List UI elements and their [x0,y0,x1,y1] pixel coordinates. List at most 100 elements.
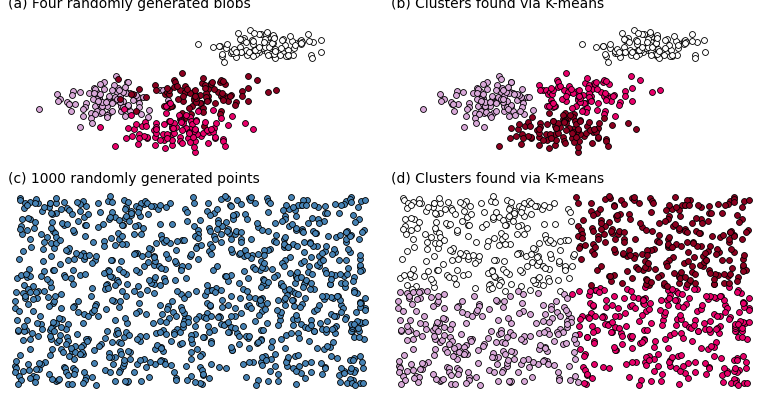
Point [88,307,100,314]
Point [219,321,231,328]
Point [176,110,188,116]
Point [695,204,707,210]
Point [27,372,39,379]
Point [646,44,659,50]
Point [411,225,423,231]
Point [626,359,638,366]
Point [266,338,278,345]
Point [74,208,86,214]
Point [501,196,513,203]
Point [565,218,577,224]
Point [593,120,605,127]
Point [522,356,534,363]
Point [533,142,545,148]
Point [334,232,346,239]
Point [109,214,121,220]
Point [469,260,481,266]
Point [167,328,180,335]
Point [436,337,448,344]
Point [284,33,296,39]
Point [725,245,737,252]
Point [109,143,121,149]
Point [460,113,472,119]
Point [505,378,517,384]
Point [299,279,312,285]
Point [120,135,132,141]
Point [425,294,437,300]
Point [327,294,339,301]
Point [257,44,269,51]
Point [565,262,578,269]
Point [586,85,598,92]
Point [278,235,290,242]
Point [220,219,232,226]
Point [626,274,638,281]
Point [544,89,556,96]
Point [255,258,267,264]
Point [484,328,497,334]
Point [558,118,571,125]
Point [338,272,350,279]
Point [496,369,508,376]
Point [47,211,59,218]
Point [743,318,755,325]
Point [393,358,406,364]
Point [161,303,173,309]
Point [189,93,201,100]
Point [478,209,490,215]
Point [186,340,199,346]
Point [242,274,254,281]
Point [131,267,143,273]
Point [510,90,523,97]
Point [602,93,614,100]
Point [471,85,483,91]
Point [637,49,649,55]
Point [495,279,507,285]
Point [344,357,356,364]
Point [649,39,661,46]
Point [286,38,299,44]
Point [567,253,579,260]
Point [416,365,429,372]
Point [574,99,586,105]
Point [453,367,465,373]
Point [554,247,566,253]
Point [681,249,694,256]
Point [737,262,749,268]
Point [642,265,654,271]
Point [98,86,110,92]
Point [258,260,270,266]
Point [609,50,621,56]
Point [652,46,664,52]
Point [513,267,526,273]
Point [666,286,678,293]
Point [267,53,280,60]
Point [538,328,550,335]
Point [398,272,410,278]
Point [410,372,422,379]
Point [349,366,361,373]
Point [234,250,246,256]
Point [501,334,513,341]
Point [24,199,36,206]
Point [325,311,337,317]
Point [202,224,215,231]
Point [112,76,124,82]
Point [704,270,716,276]
Point [319,325,332,332]
Point [166,102,178,109]
Point [237,286,249,293]
Point [610,216,623,222]
Point [243,333,255,339]
Point [175,266,187,273]
Point [293,363,306,369]
Point [578,353,590,359]
Point [555,238,567,244]
Point [565,319,578,325]
Point [47,300,60,306]
Point [149,134,161,140]
Point [545,100,558,107]
Point [503,113,515,120]
Point [557,116,569,122]
Point [197,105,209,111]
